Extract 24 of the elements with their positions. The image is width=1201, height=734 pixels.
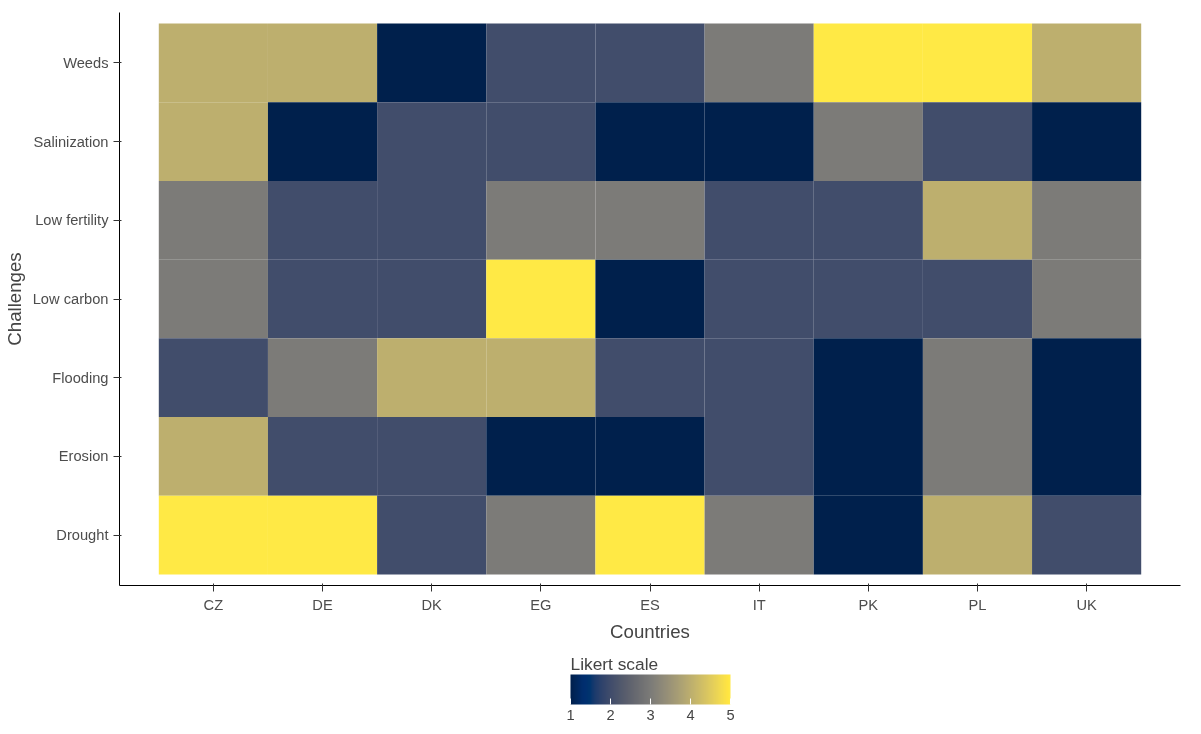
- y-tick-label: Flooding: [52, 369, 109, 386]
- y-tick-label: Weeds: [63, 54, 109, 71]
- x-tick-label: ES: [640, 596, 660, 613]
- x-tick-label: EG: [530, 596, 552, 613]
- y-tick-label: Erosion: [58, 448, 109, 465]
- color-bar-label: 3: [646, 706, 655, 723]
- x-tick-label: DK: [421, 596, 443, 613]
- color-bar-label: 2: [606, 706, 615, 723]
- x-tick-label: PL: [968, 596, 987, 613]
- y-tick-label: Salinization: [33, 133, 109, 150]
- color-bar-label: 5: [726, 706, 735, 723]
- x-tick-label: IT: [752, 596, 766, 613]
- x-tick-label: CZ: [203, 596, 224, 613]
- x-tick-label: DE: [312, 596, 333, 613]
- color-bar-label: 4: [686, 706, 695, 723]
- y-axis-title: Challenges: [3, 252, 25, 346]
- y-tick-label: Low carbon: [32, 291, 109, 307]
- color-bar-label: 1: [566, 706, 575, 723]
- color-bar-title: Likert scale: [570, 653, 659, 674]
- x-tick-label: UK: [1076, 596, 1098, 613]
- x-tick-label: PK: [858, 596, 879, 613]
- x-axis-title: Countries: [610, 620, 690, 642]
- y-tick-label: Low fertility: [35, 212, 110, 229]
- y-tick-label: Drought: [56, 527, 109, 544]
